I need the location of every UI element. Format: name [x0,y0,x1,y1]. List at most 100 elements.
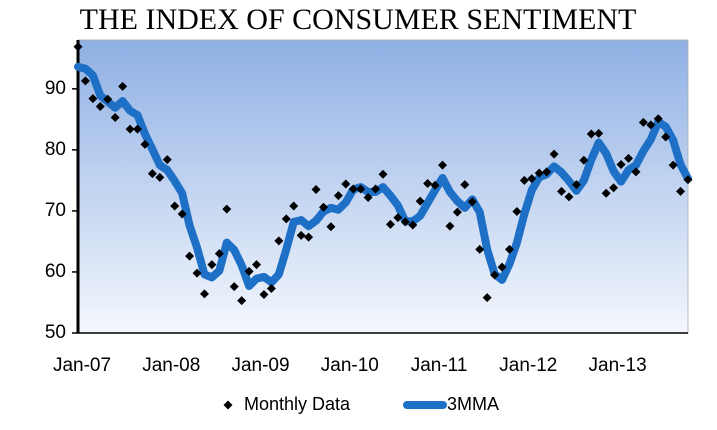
data-point [341,179,351,189]
data-point [534,168,544,178]
data-point [519,175,529,185]
data-point [229,282,239,292]
legend-label: Monthly Data [244,394,351,414]
data-point [371,184,381,194]
legend-marker [223,400,233,410]
data-point [445,221,455,231]
data-point [177,209,187,219]
data-point [356,184,366,194]
data-point [594,128,604,138]
x-tick-label: Jan-09 [231,355,289,376]
data-point [333,191,343,201]
data-point [512,207,522,217]
y-tick-label: 60 [45,261,66,282]
x-tick-label: Jan-12 [499,355,557,376]
data-point [497,262,507,272]
data-point [289,201,299,211]
data-point [564,192,574,202]
data-point [616,160,626,170]
y-tick-label: 80 [45,139,66,160]
data-point [527,174,537,184]
x-tick-label: Jan-08 [142,355,200,376]
data-point [147,169,157,179]
data-point [385,219,395,229]
data-point [661,132,671,142]
data-point [80,76,90,86]
data-point [542,167,552,177]
data-point [653,114,663,124]
data-point [646,120,656,130]
data-point [378,169,388,179]
data-point [259,290,269,300]
data-point [408,220,418,230]
x-tick-label: Jan-07 [53,355,111,376]
data-point [252,260,262,270]
data-point [490,270,500,280]
data-point [88,94,98,104]
data-point [482,293,492,303]
data-point [623,153,633,163]
x-tick-label: Jan-13 [589,355,647,376]
data-point [162,155,172,165]
data-point [549,149,559,159]
data-point [504,244,514,254]
data-point [244,266,254,276]
data-point [170,201,180,211]
data-point [638,117,648,127]
data-point [155,172,165,182]
data-point [348,184,358,194]
data-point [430,180,440,190]
data-point [676,186,686,196]
data-point [296,230,306,240]
data-point [631,167,641,177]
data-point [281,214,291,224]
y-tick-label: 90 [45,78,66,99]
legend-label: 3MMA [447,394,499,414]
data-point [304,232,314,242]
data-point [586,129,596,139]
data-point [683,175,693,185]
data-point [274,236,284,246]
data-point [125,124,135,134]
data-point [326,222,336,232]
data-point [207,260,217,270]
data-point [222,204,232,214]
data-point [557,186,567,196]
data-point [118,81,128,91]
data-point [318,202,328,212]
data-point [214,249,224,259]
data-point [668,160,678,170]
data-point [467,197,477,207]
line [74,62,692,290]
data-point [311,185,321,195]
data-point [460,180,470,190]
data-point [95,102,105,112]
data-point [475,244,485,254]
data-point [438,160,448,170]
data-point [393,213,403,223]
data-point [415,196,425,206]
data-point [133,124,143,134]
data-point [452,207,462,217]
data-point [400,217,410,227]
data-point [110,113,120,123]
data-point [423,178,433,188]
data-point [192,268,202,278]
x-tick-label: Jan-11 [411,355,468,376]
data-point [601,188,611,198]
data-point [579,155,589,165]
data-point [185,251,195,261]
data-point [73,42,83,52]
y-tick-label: 50 [45,322,66,343]
data-point [609,183,619,193]
data-point [103,94,113,104]
data-point [571,180,581,190]
y-tick-label: 70 [45,200,66,221]
data-point [140,139,150,149]
data-point [266,283,276,293]
chart-title: THE INDEX OF CONSUMER SENTIMENT [80,3,637,36]
data-point [199,289,209,299]
x-tick-label: Jan-10 [321,355,379,376]
data-point [237,296,247,306]
